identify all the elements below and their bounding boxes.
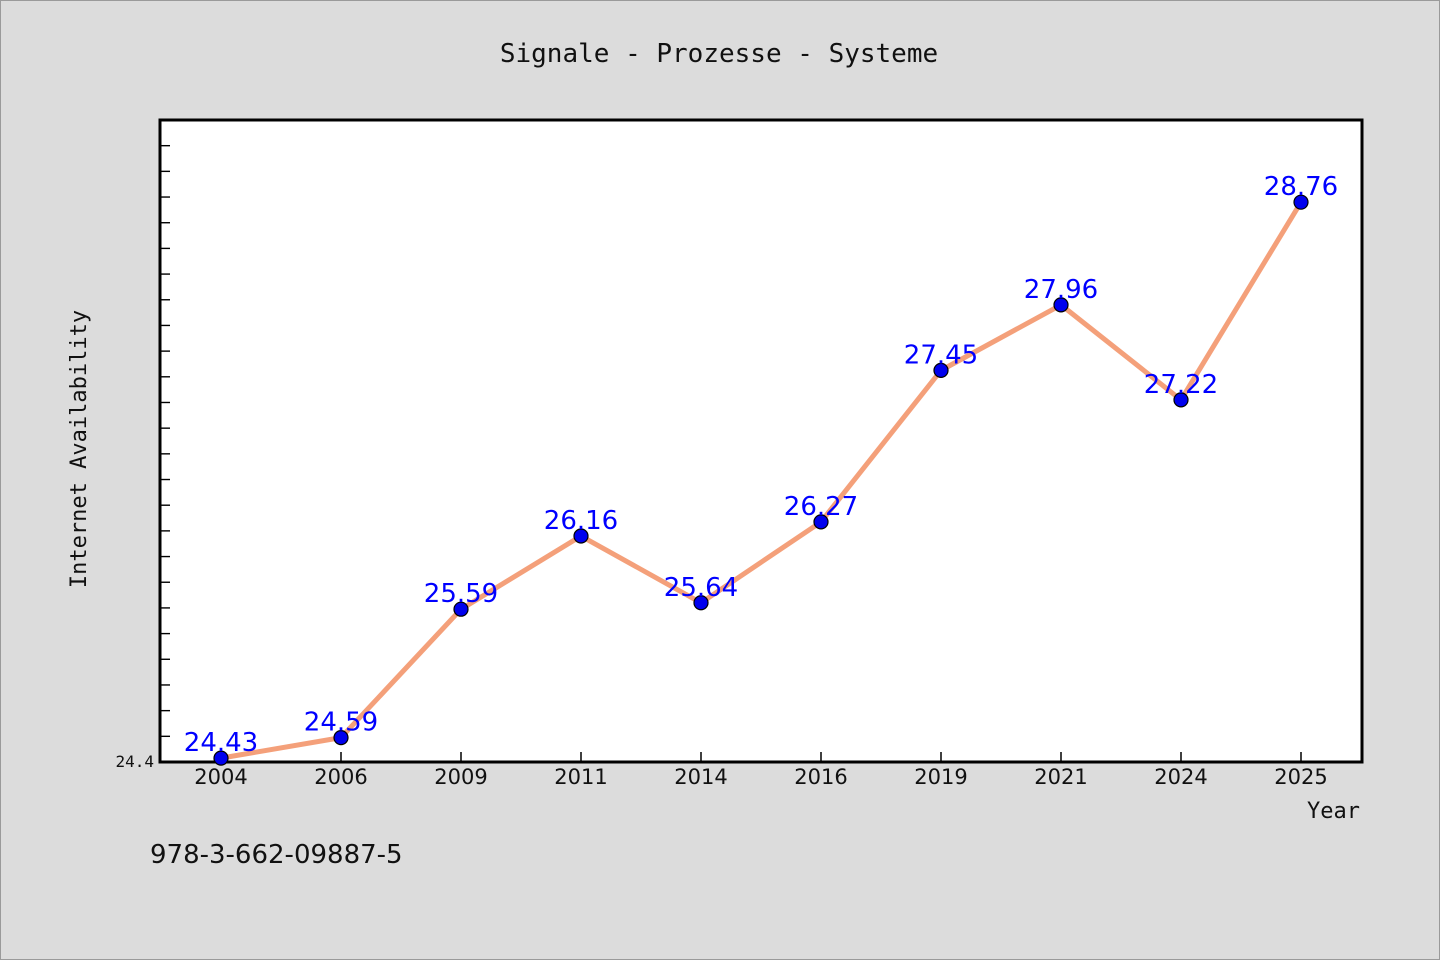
data-label-2024: 27.22 — [1144, 370, 1218, 400]
series-line — [218, 199, 1304, 761]
series-markers — [213, 194, 1309, 766]
y-axis-minor-ticks — [160, 144, 170, 738]
x-tick-label-2009: 2009 — [434, 765, 487, 789]
chart-title: Signale - Prozesse - Systeme — [500, 39, 938, 69]
data-label-2006: 24.59 — [304, 708, 378, 738]
data-label-2004: 24.43 — [184, 728, 258, 758]
data-point-2016 — [813, 514, 829, 530]
x-tick-label-2025: 2025 — [1274, 765, 1327, 789]
data-point-2024 — [1173, 392, 1189, 408]
x-tick-label-2011: 2011 — [554, 765, 607, 789]
x-tick-label-2024: 2024 — [1154, 765, 1207, 789]
plot-area — [158, 118, 1364, 764]
x-tick-label-2016: 2016 — [794, 765, 847, 789]
x-axis-label: Year — [1307, 799, 1360, 824]
isbn-label: 978-3-662-09887-5 — [150, 840, 403, 870]
data-point-2006 — [333, 730, 349, 746]
data-point-2009 — [453, 601, 469, 617]
data-label-2011: 26.16 — [544, 506, 618, 536]
x-tick-label-2004: 2004 — [194, 765, 247, 789]
x-tick-label-2006: 2006 — [314, 765, 367, 789]
y-tick-label: 24.4 — [115, 752, 154, 771]
data-label-2025: 28.76 — [1264, 172, 1338, 202]
data-label-2019: 27.45 — [904, 340, 978, 370]
data-labels: 24.43 24.59 25.59 26.16 25.64 26.27 27.45 27.96… — [184, 172, 1338, 758]
x-tick-label-2019: 2019 — [914, 765, 967, 789]
x-axis-ticks: 2004 2006 2009 2011 2014 2016 2019 2021 2024 2025 — [194, 752, 1328, 789]
x-tick-label-2021: 2021 — [1034, 765, 1087, 789]
data-label-2009: 25.59 — [424, 579, 498, 609]
data-point-2019 — [933, 362, 949, 378]
data-point-2014 — [693, 595, 709, 611]
data-point-2025 — [1293, 194, 1309, 210]
data-point-2004 — [213, 750, 229, 766]
data-point-2021 — [1053, 297, 1069, 313]
data-point-2011 — [573, 528, 589, 544]
data-label-2014: 25.64 — [664, 573, 738, 603]
x-tick-label-2014: 2014 — [674, 765, 727, 789]
y-axis-label: Internet Availability — [67, 310, 92, 588]
data-label-2021: 27.96 — [1024, 275, 1098, 305]
data-label-2016: 26.27 — [784, 492, 858, 522]
